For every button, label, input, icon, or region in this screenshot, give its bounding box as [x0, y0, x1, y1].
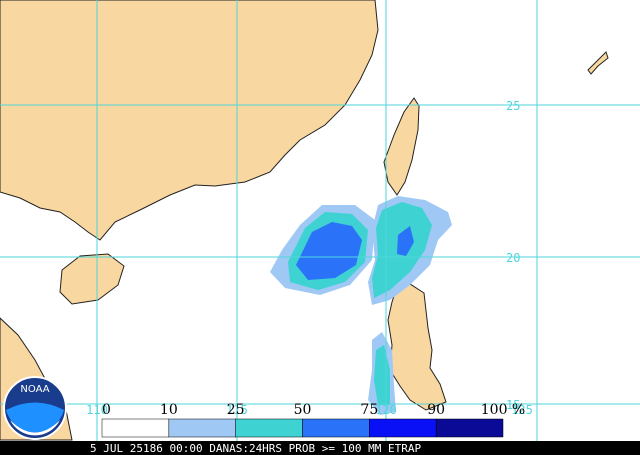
logo-wave [6, 402, 64, 433]
legend-label: 75 [360, 402, 378, 418]
footer-bar [0, 441, 640, 455]
legend-label: 0 [102, 402, 111, 418]
land [0, 0, 609, 441]
footer-text: 5 JUL 25186 00:00 DANAS:24HRS PROB >= 10… [90, 442, 422, 455]
legend-label: 50 [294, 402, 312, 418]
legend-label: 10 [160, 402, 178, 418]
legend-label: 25 [227, 402, 245, 418]
hainan [59, 253, 125, 305]
graticule [0, 0, 640, 441]
lat-label: 25 [506, 99, 520, 113]
legend-swatch [435, 418, 504, 438]
legend-swatch [101, 418, 170, 438]
labels: 25 20 15 110 115 120 125 0 10 25 50 75 90 100 % [86, 99, 533, 438]
lat-label: 20 [506, 251, 520, 265]
taiwan [383, 97, 420, 196]
lon-label: 125 [511, 403, 533, 417]
legend-label: 90 [427, 402, 445, 418]
lon-label: 115 [226, 403, 248, 417]
ryukyu [587, 51, 609, 75]
lon-label: 110 [86, 403, 108, 417]
lat-label: 15 [506, 398, 520, 412]
lon-label: 120 [375, 403, 397, 417]
legend-swatch [168, 418, 236, 438]
legend-label: 100 % [481, 402, 525, 418]
luzon [387, 283, 447, 411]
china-coast [0, 0, 379, 241]
prob-area [397, 226, 414, 256]
logo-wave [10, 420, 60, 436]
logo-text: NOAA [20, 384, 49, 395]
legend-swatch [235, 418, 303, 438]
legend-swatch [369, 418, 437, 438]
noaa-logo: NOAA [3, 376, 67, 440]
prob-area [296, 222, 362, 280]
legend-swatch [302, 418, 370, 438]
